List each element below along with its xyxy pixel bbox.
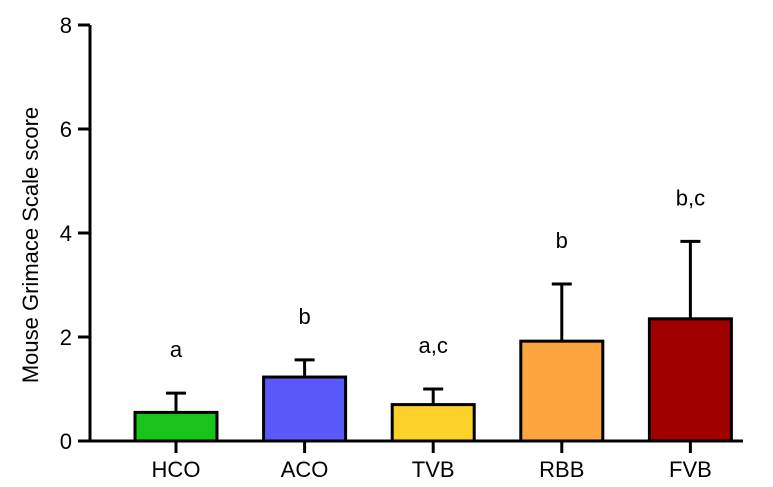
y-axis: 0 2 4 6 8 — [60, 13, 92, 454]
y-tick-label: 8 — [60, 13, 72, 38]
significance-labels: a b a,c b b,c — [170, 185, 705, 362]
bar-fvb — [647, 317, 733, 443]
bar-rbb — [519, 339, 605, 443]
bars — [133, 317, 733, 443]
bar-tvb — [390, 403, 476, 443]
error-bars — [166, 239, 701, 413]
significance-label: b — [556, 228, 568, 253]
bar-hco — [133, 410, 219, 443]
significance-label: b — [298, 304, 310, 329]
y-axis-title: Mouse Grimace Scale score — [18, 107, 43, 383]
x-tick-label: HCO — [152, 457, 201, 482]
x-axis: HCO ACO TVB RBB FVB — [88, 439, 743, 482]
x-tick-label: TVB — [412, 457, 455, 482]
y-tick-label: 2 — [60, 325, 72, 350]
y-tick-label: 4 — [60, 221, 72, 246]
significance-label: a — [170, 337, 183, 362]
y-tick-label: 6 — [60, 117, 72, 142]
significance-label: a,c — [419, 333, 448, 358]
x-tick-label: FVB — [669, 457, 712, 482]
bar-aco — [262, 375, 348, 443]
x-tick-label: ACO — [281, 457, 329, 482]
y-tick-label: 0 — [60, 429, 72, 454]
significance-label: b,c — [676, 185, 705, 210]
x-tick-label: RBB — [539, 457, 584, 482]
